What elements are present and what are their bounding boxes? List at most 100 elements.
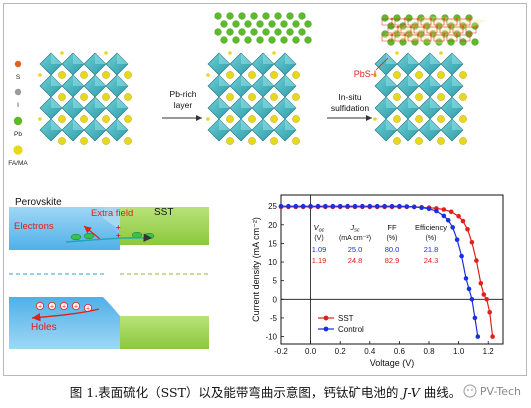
fa-ma-atom [126,117,130,121]
legend-marker-control [323,326,329,332]
watermark-text: PV-Tech [479,384,521,398]
fa-ma-atom [38,117,42,121]
y-tick-label: 0 [273,295,278,304]
data-point-control [475,334,481,339]
control-efficiency: 21.8 [424,245,439,254]
pbs-bond [413,26,425,34]
legend-label-i: I [17,102,19,109]
octahedron-facet [95,119,106,130]
data-point-control [345,203,350,209]
pb-atom [250,28,258,36]
pb-atom [387,38,395,46]
data-point-control [441,213,447,219]
step2-label-line2: sulfidation [331,103,370,113]
data-point-control [469,297,475,302]
octahedron-facet [73,97,84,108]
data-point-sst [465,227,470,232]
fa-ma-atom [439,51,443,55]
data-point-control [454,237,460,242]
pbs-i-layer-atoms [377,14,487,46]
zero-axis-lines [281,195,503,344]
sst-voc: 1.19 [312,256,327,265]
fa-ma-atom [292,137,300,145]
octahedron-facet [219,75,230,86]
octahedron-facet [241,75,252,86]
pb-atom [286,12,294,20]
data-point-control [404,204,410,209]
pb-atom [292,20,300,28]
pb-atom [268,36,276,44]
fa-ma-atom [206,117,210,121]
pbs-bond [433,18,445,26]
y-axis-ticks: -10 -5 0 5 10 15 20 25 [265,202,284,342]
sst-efficiency: 24.3 [424,256,439,265]
s-atom [403,33,407,37]
s-atom [442,17,446,21]
y-tick-label: 10 [268,258,277,267]
pbs-bond [387,26,399,34]
pb-atom [274,28,282,36]
lead-atom-icon [13,116,23,126]
pbs-i-label: PbS-I [354,69,377,79]
octahedron-facet [408,53,419,64]
caption-main: 图 1.表面硫化（SST）以及能带弯曲示意图，钙钛矿电池的 [69,385,403,400]
octahedron-facet [51,119,62,130]
fa-ma-atom [102,71,110,79]
jv-curve-chart: -0.2 0.0 0.2 0.4 0.6 0.8 1.0 1.2 -10 -5 0 5 10 15 20 2… [251,194,504,368]
pbs-layer-plane [377,16,487,44]
figure-caption: 图 1.表面硫化（SST）以及能带弯曲示意图，钙钛矿电池的 J-V 曲线。 [0,381,531,405]
sst-ff: 82.9 [385,256,400,265]
pbs-bond [381,18,393,26]
fa-ma-atom [226,71,234,79]
fa-ma-atom [124,93,132,101]
s-atom [435,25,439,29]
fa-ma-atom [206,73,210,77]
pb-atom [381,30,389,38]
caption-jv: J-V [402,385,420,400]
data-point-sst [481,292,487,297]
pbs-bond [426,26,438,34]
octahedron-facet [117,119,128,130]
control-jsc: 25.0 [348,245,363,254]
pb-atom [393,30,401,38]
fa-ma-atom [461,117,465,121]
pb-atom [220,36,228,44]
band-bending-diagram: Perovskite SST Extra field Electrons + +… [9,197,209,349]
y-tick-label: 25 [268,202,277,211]
pb-atom [465,30,473,38]
electron-icon [83,232,95,240]
fa-ma-atom [373,117,377,121]
electron-icon [70,233,82,241]
pb-atom [256,36,264,44]
data-point-control [374,203,380,209]
data-point-control [300,203,306,209]
pb-atom [405,14,413,22]
pbs-bond [407,34,419,42]
fa-ma-atom [417,73,421,77]
pb-atom [393,14,401,22]
data-point-control [389,203,395,209]
octahedron-facet [241,119,252,130]
data-point-control [434,208,439,214]
data-point-sst [441,207,447,212]
header-efficiency-unit: (%) [426,235,437,242]
y-tick-label: -10 [265,333,277,342]
pb-atom [244,20,252,28]
positive-charges: + + [116,223,121,240]
pb-atom [214,28,222,36]
octahedron-facet [285,97,296,108]
data-point-sst [460,218,466,224]
pb-atom [381,14,389,22]
pbs-bond [420,34,432,42]
legend-label-fa-ma: FA/MA [8,160,28,167]
s-atom [429,33,433,37]
pb-atom [238,12,246,20]
pb-atom [292,36,300,44]
fa-ma-atom [292,93,300,101]
fa-ma-atom [439,95,443,99]
y-tick-label: 20 [268,221,277,230]
octahedron-facet [117,53,128,64]
pb-atom [447,38,455,46]
hole-icon [60,301,69,310]
fa-ma-atom [228,95,232,99]
